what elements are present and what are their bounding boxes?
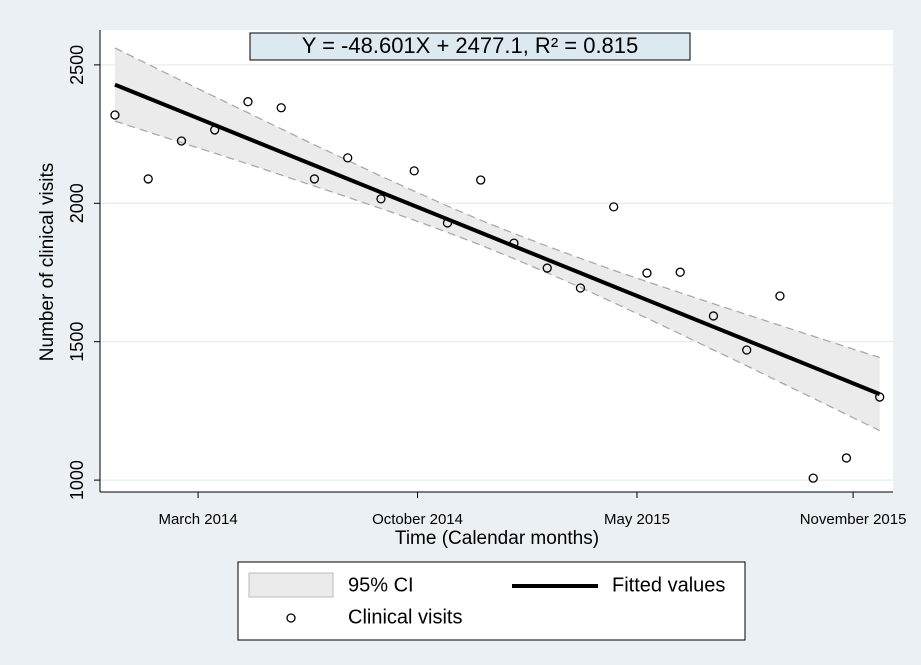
data-point — [176, 136, 187, 146]
x-tick-label: October 2014 — [372, 511, 463, 528]
data-point — [376, 194, 386, 204]
data-point — [808, 473, 818, 483]
data-point — [542, 263, 552, 273]
y-axis-label: Number of clinical visits — [37, 163, 58, 362]
data-point — [476, 175, 486, 185]
ci-bound — [114, 47, 880, 359]
x-axis-label: Time (Calendar months) — [395, 528, 599, 549]
legend-swatch — [286, 613, 296, 623]
data-point — [575, 283, 586, 293]
data-point — [841, 453, 852, 463]
data-point — [309, 174, 320, 184]
chart-title: Y = -48.601X + 2477.1, R² = 0.815 — [302, 33, 639, 58]
x-tick-label: March 2014 — [158, 511, 237, 528]
data-point — [409, 166, 419, 176]
data-point — [509, 238, 519, 248]
legend-label: Fitted values — [612, 574, 725, 596]
data-point — [708, 311, 719, 321]
data-point — [276, 103, 286, 113]
data-point — [775, 291, 785, 301]
data-point — [243, 97, 253, 107]
title-box — [249, 32, 691, 61]
legend-label: Clinical visits — [348, 606, 462, 628]
y-tick-label: 1000 — [67, 460, 87, 500]
data-point — [609, 202, 619, 212]
x-tick-label: November 2015 — [800, 511, 907, 528]
legend-swatch — [248, 572, 334, 598]
data-point — [343, 153, 353, 163]
data-point — [875, 392, 885, 402]
x-tick-label: May 2015 — [604, 511, 670, 528]
data-point — [742, 345, 752, 355]
y-tick-label: 2500 — [67, 45, 87, 85]
fitted-line — [114, 82, 881, 396]
data-point — [675, 267, 685, 277]
legend-label: 95% CI — [348, 574, 414, 596]
data-point — [210, 125, 220, 135]
ci-bound — [114, 120, 880, 432]
y-tick-label: 2000 — [67, 183, 87, 223]
y-tick-label: 1500 — [67, 322, 87, 362]
data-point — [442, 218, 453, 228]
data-point — [143, 174, 153, 184]
data-point — [110, 110, 120, 120]
plot — [100, 47, 893, 483]
data-point — [642, 268, 652, 278]
